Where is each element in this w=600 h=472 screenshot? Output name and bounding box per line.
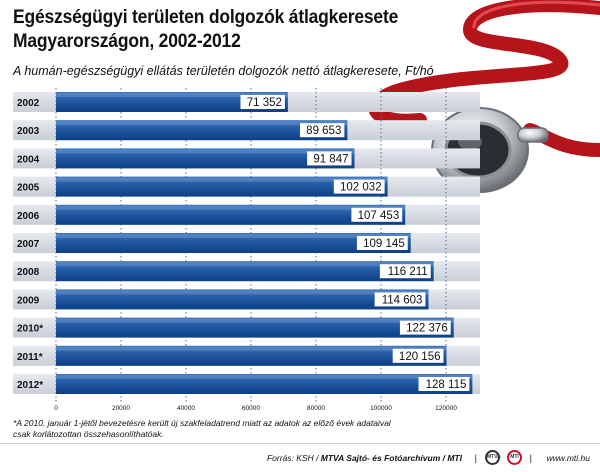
chart-subtitle: A humán-egészségügyi ellátás területén d… (13, 64, 434, 78)
category-label: 2011* (17, 352, 43, 363)
value-label: 114 603 (382, 294, 423, 306)
value-label: 109 145 (363, 238, 405, 250)
stethoscope-tube-highlight (472, 0, 600, 29)
x-tick-label: 0 (54, 405, 58, 412)
value-label-box (240, 95, 285, 109)
category-label: 2008 (17, 267, 40, 278)
x-tick-label: 120000 (435, 405, 457, 412)
footnote: *A 2010. január 1-jétől bevezetésre kerü… (13, 418, 391, 440)
title-line-2: Magyarországon, 2002-2012 (13, 31, 241, 52)
bar-highlight (56, 375, 473, 379)
bar-highlight (56, 121, 348, 126)
source-prefix: Forrás: KSH / (266, 453, 321, 463)
stethoscope-stem (517, 127, 549, 143)
bar (56, 317, 454, 338)
value-label-box (351, 207, 403, 222)
value-label-box (379, 264, 431, 279)
value-label: 128 115 (426, 379, 467, 391)
bar-highlight (56, 290, 429, 295)
bar-highlight (56, 93, 288, 97)
bar-highlight (56, 346, 447, 351)
category-label: 2006 (17, 211, 40, 222)
bar (56, 261, 434, 282)
value-label: 120 156 (399, 351, 441, 363)
value-label-box (307, 151, 352, 166)
value-label-box (392, 348, 444, 363)
title-line-1: Egészségügyi területen dolgozók átlagker… (13, 7, 399, 28)
footnote-line-1: *A 2010. január 1-jétől bevezetésre kerü… (13, 418, 391, 428)
bar (56, 176, 388, 197)
x-axis: 0 20000 40000 60000 80000 100000 120000 (54, 405, 457, 412)
bar-highlight (56, 234, 411, 238)
bar-highlight (56, 262, 434, 267)
bar (56, 233, 411, 253)
category-label: 2007 (17, 239, 40, 250)
mti-logo-icon: MTI (507, 450, 522, 465)
value-label: 122 376 (406, 323, 448, 335)
x-tick-label: 20000 (112, 405, 130, 412)
category-label: 2005 (17, 183, 40, 194)
value-label: 89 653 (306, 125, 341, 137)
x-tick-label: 40000 (177, 405, 195, 412)
bar (56, 289, 429, 310)
footer-separator: | (474, 453, 477, 463)
bar (56, 345, 447, 366)
bars: 71 352 89 653 91 847 102 032 107 453 109 145 1… (56, 92, 473, 394)
footer: Forrás: KSH / MTVA Sajtó- és Fotóarchívu… (0, 443, 600, 472)
chart-title: Egészségügyi területen dolgozók átlagker… (13, 6, 398, 54)
website-link[interactable]: www.mti.hu (546, 453, 590, 463)
value-label: 102 032 (340, 182, 382, 194)
category-label: 2002 (17, 98, 40, 109)
bar-highlight (56, 318, 454, 323)
bar-chart: 2002 2003 2004 2005 2006 2007 2008 2009 2010* 201… (13, 0, 600, 412)
value-label: 71 352 (247, 97, 282, 109)
value-label-box (374, 292, 426, 307)
value-label: 116 211 (388, 266, 428, 278)
mtva-logo-icon: MTVA (485, 450, 501, 465)
category-label: 2009 (17, 295, 40, 306)
bar (56, 92, 288, 112)
bar-highlight (56, 177, 388, 182)
footnote-line-2: csak korlátozottan összehasonlíthatóak. (13, 429, 164, 439)
value-label: 91 847 (313, 153, 348, 165)
x-tick-label: 100000 (370, 405, 392, 412)
bar-highlight (56, 149, 355, 154)
source-credit: Forrás: KSH / MTVA Sajtó- és Fotóarchívu… (267, 453, 462, 463)
value-label-box (333, 179, 385, 194)
value-label: 107 453 (358, 210, 400, 222)
bar (56, 204, 406, 225)
footer-separator-2: | (529, 453, 532, 463)
category-label: 2003 (17, 126, 40, 137)
category-label: 2004 (17, 154, 40, 165)
bar (56, 148, 355, 169)
value-label-box (299, 123, 345, 138)
value-label-box (356, 236, 408, 250)
bar (56, 120, 348, 141)
category-label: 2012* (17, 380, 43, 391)
value-label-box (418, 377, 470, 391)
source-agency: MTVA Sajtó- és Fotóarchívum / MTI (320, 453, 462, 463)
category-label: 2010* (17, 324, 43, 335)
value-label-box (399, 320, 451, 335)
bar (56, 374, 473, 394)
bar-highlight (56, 205, 406, 210)
x-tick-label: 80000 (307, 405, 325, 412)
x-tick-label: 60000 (242, 405, 260, 412)
